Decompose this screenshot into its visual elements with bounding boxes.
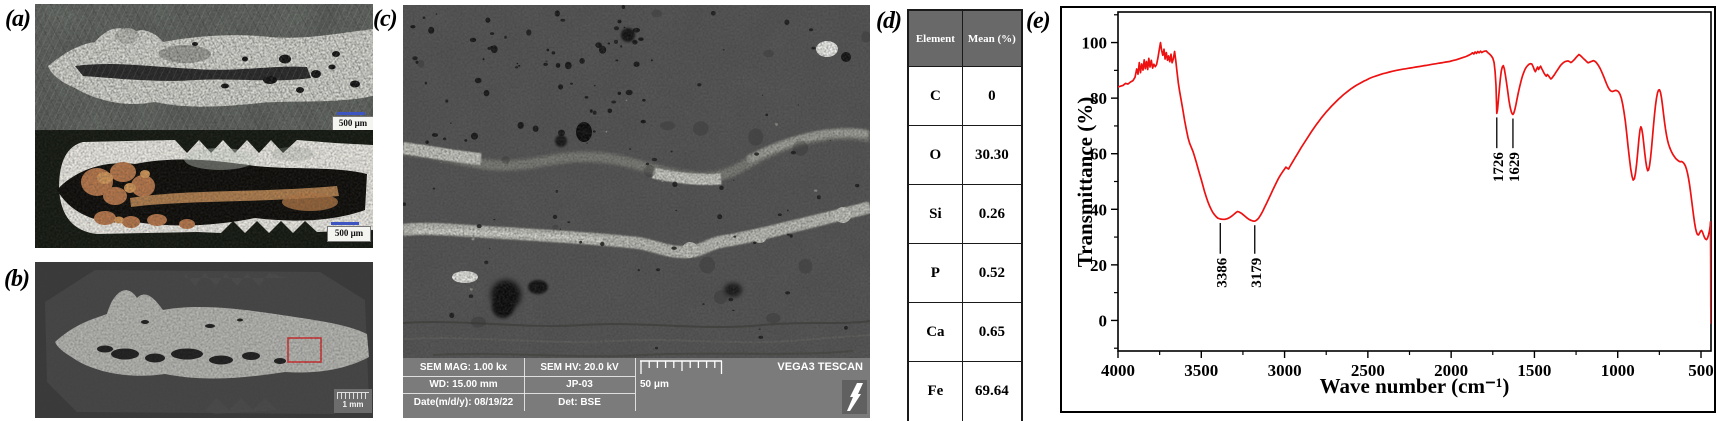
y-tick-label: 80 (1090, 89, 1107, 108)
photo-a-top-scale-label: 500 μm (332, 116, 373, 130)
panel-a-label: (a) (5, 6, 31, 32)
image-b-scale-box: 1 mm (334, 389, 372, 413)
element-cell: Ca (909, 303, 963, 362)
y-axis-title: Transmittance (%) (1073, 96, 1097, 268)
photo-a-top: 500 μm (35, 4, 373, 130)
databar-brand: VEGA3 TESCAN (777, 361, 863, 373)
sem-bse-image (403, 5, 870, 418)
mean-cell: 30.30 (962, 126, 1021, 185)
mean-cell: 0.26 (962, 185, 1021, 244)
table-row: Si 0.26 (909, 185, 1021, 244)
databar-scale-label: 50 μm (640, 379, 669, 390)
plot-border (1117, 11, 1712, 352)
y-tick-label: 100 (1082, 34, 1108, 53)
mean-cell: 69.64 (962, 362, 1021, 421)
table-row: Ca 0.65 (909, 303, 1021, 362)
table-row: P 0.52 (909, 244, 1021, 303)
photo-a-bottom-scale-label: 500 μm (327, 226, 371, 242)
element-cell: Fe (909, 362, 963, 421)
y-tick-label: 20 (1090, 256, 1107, 275)
photo-a-bottom-image (35, 130, 373, 248)
databar-hv: SEM HV: 20.0 kV (540, 361, 619, 373)
element-cell: O (909, 126, 963, 185)
mean-cell: 0.52 (962, 244, 1021, 303)
table-row: Fe 69.64 (909, 362, 1021, 421)
databar-sample-id: JP-03 (566, 379, 593, 390)
table-row: C 0 (909, 67, 1021, 126)
x-tick-label: 2000 (1434, 361, 1468, 380)
panel-e-label: (e) (1026, 8, 1051, 34)
x-tick-label: 3000 (1268, 361, 1302, 380)
x-tick-label: 3500 (1184, 361, 1218, 380)
panel-d-label: (d) (876, 8, 902, 34)
peak-annotation: 3386 (1214, 257, 1230, 288)
spectrum-curve (1118, 41, 1711, 325)
x-tick-label: 500 (1688, 361, 1714, 380)
image-b-scale-label: 1 mm (342, 400, 364, 409)
databar-scale-ruler (640, 360, 723, 374)
table-header-element: Element (909, 11, 963, 67)
y-tick-label: 60 (1090, 145, 1107, 164)
ftir-spectrum-plot: 4000 3500 3000 2500 2000 1500 1000 500 0 20 40 60 80… (1082, 11, 1714, 380)
photo-a-top-image (35, 4, 373, 130)
ftir-chart-panel: Transmittance (%) 4000 3500 3000 2500 2000 15… (1060, 6, 1716, 413)
tescan-logo-icon (842, 380, 867, 414)
photo-a-top-scalebar (337, 112, 365, 115)
databar-wd: WD: 15.00 mm (429, 379, 498, 390)
mean-cell: 0.65 (962, 303, 1021, 362)
x-tick-label: 2500 (1351, 361, 1385, 380)
databar-date: Date(m/d/y): 08/19/22 (413, 396, 514, 408)
image-b-scale-ruler (337, 392, 369, 399)
photo-a-bottom: 500 μm (35, 130, 373, 248)
sem-overview-image (35, 262, 373, 418)
x-tick-label: 1500 (1517, 361, 1551, 380)
image-c: SEM MAG: 1.00 kx SEM HV: 20.0 kV WD: 15.… (403, 5, 870, 418)
x-tick-label: 1000 (1601, 361, 1635, 380)
photo-a-bottom-scalebar (331, 222, 359, 225)
table-header-mean: Mean (%) (962, 11, 1021, 67)
x-tick-label: 4000 (1101, 361, 1135, 380)
photo-a-top-scratches-2 (35, 4, 373, 130)
peak-annotation: 1629 (1507, 152, 1523, 182)
element-cell: P (909, 244, 963, 303)
peak-annotation: 1726 (1491, 152, 1507, 183)
mean-cell: 0 (962, 67, 1021, 126)
element-cell: Si (909, 185, 963, 244)
peak-annotation: 3179 (1249, 258, 1265, 288)
databar-mag: SEM MAG: 1.00 kx (419, 361, 508, 373)
x-axis-title: Wave number (cm⁻¹) (1319, 374, 1510, 398)
element-cell: C (909, 67, 963, 126)
photo-a-top-scratches (35, 4, 373, 130)
image-b: 1 mm (35, 262, 373, 418)
panel-b-label: (b) (4, 266, 30, 292)
databar-detector: Det: BSE (558, 396, 601, 408)
y-tick-label: 0 (1099, 311, 1108, 330)
panel-c-label: (c) (373, 6, 398, 32)
table-row: O 30.30 (909, 126, 1021, 185)
table-header-row: Element Mean (%) (909, 11, 1021, 67)
y-tick-label: 40 (1090, 200, 1107, 219)
sem-databar: SEM MAG: 1.00 kx SEM HV: 20.0 kV WD: 15.… (403, 358, 870, 418)
eds-table: Element Mean (%) C 0 O 30.30 Si 0.26 P 0… (907, 9, 1023, 421)
